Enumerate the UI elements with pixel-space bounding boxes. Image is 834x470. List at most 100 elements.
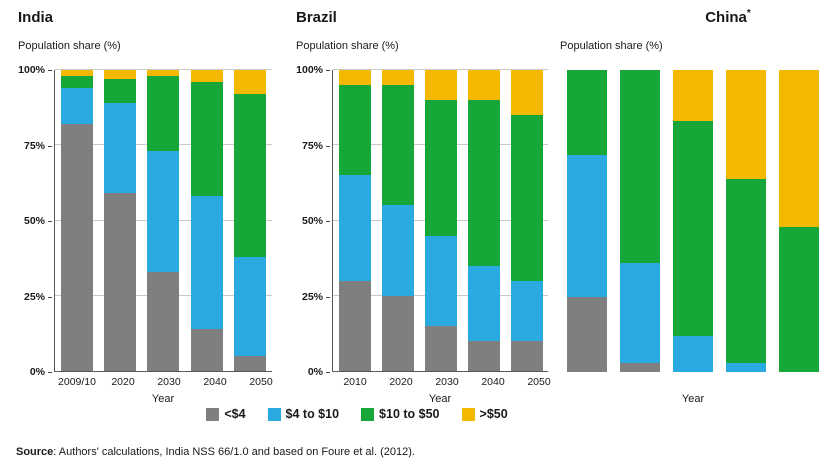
bar-segment — [672, 121, 713, 336]
bar-segment — [467, 70, 500, 101]
y-tick-mark — [326, 70, 330, 71]
bar-segment — [726, 70, 767, 179]
gridline — [333, 69, 548, 70]
bar-segment — [234, 256, 267, 356]
chart-title: Brazil — [296, 8, 548, 28]
bar-segment — [779, 70, 820, 228]
plot-area — [560, 70, 826, 372]
x-tick-label: 2030 — [435, 376, 459, 388]
y-tick-mark — [48, 70, 52, 71]
bar-segment — [338, 280, 371, 371]
x-tick-label: 2050 — [249, 376, 273, 388]
y-axis: 0% 25% 50% 75% 100% — [296, 64, 332, 378]
x-axis-labels: 2010 2020 2030 2040 2050 — [332, 376, 550, 388]
legend-item: <$4 — [206, 407, 246, 421]
y-tick-label: 50% — [24, 215, 52, 227]
stacked-bar — [147, 70, 180, 371]
legend-label: $10 to $50 — [379, 407, 440, 421]
source-text: : Authors' calculations, India NSS 66/1.… — [53, 446, 415, 458]
legend-label: <$4 — [224, 407, 246, 421]
bars — [560, 70, 826, 372]
bar-segment — [381, 70, 414, 86]
legend-swatch — [461, 407, 475, 421]
bar-segment — [726, 362, 767, 372]
stacked-bar — [619, 70, 660, 372]
plot-wrap — [560, 70, 826, 372]
bar-segment — [104, 79, 137, 104]
chart-title-footnote-marker: * — [746, 8, 751, 19]
bar-segment — [60, 124, 93, 371]
y-axis-title: Population share (%) — [18, 40, 121, 52]
y-axis-title: Population share (%) — [296, 40, 399, 52]
y-tick-label: 25% — [24, 291, 52, 303]
bar-segment — [672, 335, 713, 372]
bar-segment — [147, 76, 180, 152]
y-tick-label: 75% — [302, 140, 330, 152]
y-tick-mark — [48, 296, 52, 298]
bar-segment — [381, 85, 414, 206]
bar-segment — [60, 76, 93, 89]
y-tick-mark — [48, 221, 52, 222]
bar-segment — [234, 94, 267, 257]
bar-segment — [234, 70, 267, 95]
chart-title-text: China — [705, 9, 747, 26]
bar-segment — [338, 85, 371, 176]
bars — [55, 70, 272, 371]
bar-segment — [190, 82, 223, 197]
bar-segment — [190, 328, 223, 371]
x-axis-title: Year — [428, 393, 452, 405]
bar-segment — [381, 295, 414, 371]
stacked-bar — [234, 70, 267, 371]
bar-segment — [381, 205, 414, 296]
bar-segment — [510, 280, 543, 341]
legend-swatch — [206, 407, 220, 421]
legend-item: >$50 — [461, 407, 508, 421]
bar-segment — [338, 175, 371, 281]
y-tick-mark — [326, 221, 330, 222]
bar-segment — [467, 100, 500, 266]
chart-panel-china: China* Population share (%) Year — [560, 8, 826, 410]
x-tick-label: 2020 — [111, 376, 135, 388]
chart-title-text: Brazil — [296, 9, 337, 26]
legend-label: $4 to $10 — [285, 407, 340, 421]
bar-segment — [424, 100, 457, 236]
chart-panel-india: India Population share (%) 0% 25% 50% 75% 10… — [18, 8, 273, 410]
stacked-bar — [190, 70, 223, 371]
x-tick-label: 2040 — [203, 376, 227, 388]
x-tick-label: 2050 — [527, 376, 551, 388]
bar-segment — [672, 70, 713, 122]
gridline — [55, 69, 272, 70]
bar-segment — [510, 115, 543, 281]
bar-segment — [60, 88, 93, 125]
x-axis-labels: 2009/10 2020 2030 2040 2050 — [54, 376, 273, 388]
y-tick-label: 0% — [30, 366, 52, 378]
y-tick-label: 75% — [24, 140, 52, 152]
legend: <$4 $4 to $10 $10 to $50 >$50 — [0, 407, 774, 421]
y-tick-mark — [326, 296, 330, 298]
bar-segment — [510, 340, 543, 371]
bar-segment — [147, 271, 180, 371]
legend-item: $10 to $50 — [361, 407, 440, 421]
plot-wrap: 0% 25% 50% 75% 100% — [296, 64, 548, 378]
y-tick-label: 100% — [18, 64, 52, 76]
bar-segment — [424, 70, 457, 101]
stacked-bar — [672, 70, 713, 372]
bar-segment — [619, 362, 660, 372]
stacked-bar — [566, 70, 607, 372]
bar-segment — [566, 154, 607, 297]
stacked-bar — [381, 70, 414, 371]
bar-segment — [104, 103, 137, 194]
stacked-bar — [779, 70, 820, 372]
x-axis-title: Year — [151, 393, 175, 405]
bar-segment — [510, 70, 543, 116]
y-tick-mark — [48, 145, 52, 147]
legend-swatch — [361, 407, 375, 421]
source-label: Source — [16, 446, 54, 458]
bar-segment — [190, 196, 223, 329]
bar-segment — [779, 227, 820, 372]
x-axis-title: Year — [681, 393, 705, 405]
bar-segment — [190, 70, 223, 83]
bar-segment — [147, 151, 180, 272]
y-tick-label: 50% — [302, 215, 330, 227]
